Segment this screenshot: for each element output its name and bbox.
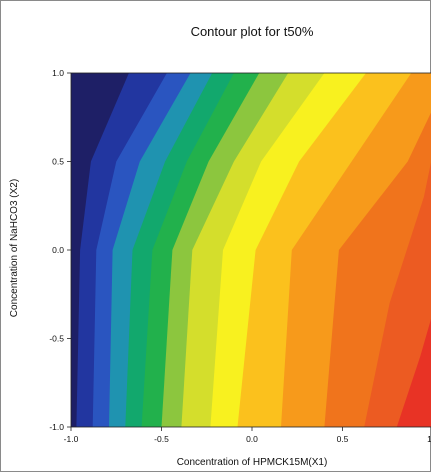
x-axis-label: Concentration of HPMCK15M(X1)	[177, 457, 328, 468]
x-tick-label: 0.0	[246, 434, 258, 444]
y-tick-label: 0.5	[52, 157, 64, 167]
x-tick-labels: -1.0 -0.5 0.0 0.5 1.0	[64, 434, 431, 444]
y-axis-label: Concentration of NaHCO3 (X2)	[9, 179, 20, 317]
x-tick-label: 0.5	[337, 434, 349, 444]
x-tick-label: 1.0	[427, 434, 431, 444]
x-tick-label: -0.5	[154, 434, 169, 444]
chart-title: Contour plot for t50%	[191, 24, 314, 39]
contour-bands	[71, 73, 431, 427]
y-tick-labels: 1.0 0.5 0.0 -0.5 -1.0	[49, 68, 64, 432]
plot-axes	[67, 72, 431, 431]
contour-band-12	[364, 162, 431, 427]
x-tick-label: -1.0	[64, 434, 79, 444]
contour-band-13	[396, 318, 431, 427]
y-tick-label: -1.0	[49, 422, 64, 432]
y-tick-label: 1.0	[52, 68, 64, 78]
y-tick-label: 0.0	[52, 245, 64, 255]
y-tick-label: -0.5	[49, 334, 64, 344]
